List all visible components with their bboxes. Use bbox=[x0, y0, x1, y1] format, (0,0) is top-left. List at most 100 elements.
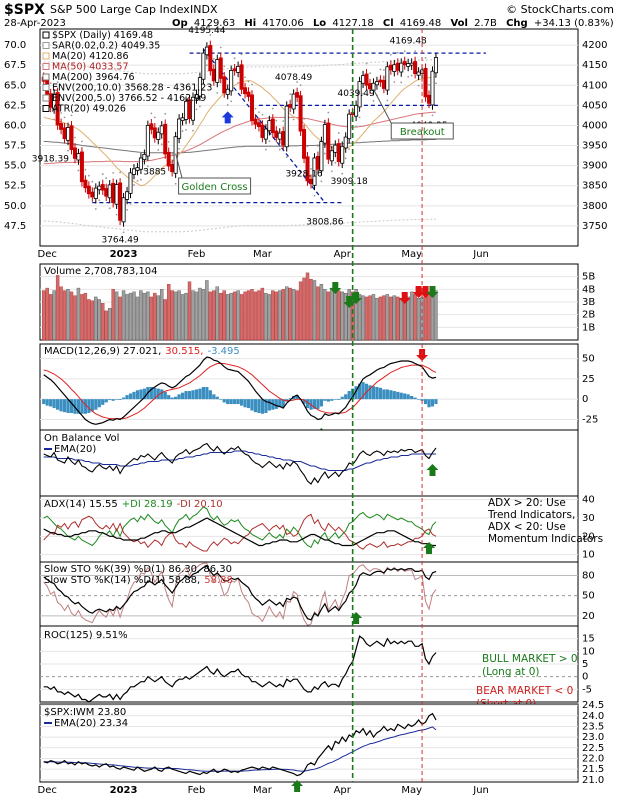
volume-bar bbox=[48, 294, 53, 341]
candle-body bbox=[354, 104, 359, 117]
candle-body bbox=[208, 45, 213, 72]
ratio-tick-label: 23.0 bbox=[582, 732, 604, 743]
adx-tick-label: 40 bbox=[582, 495, 595, 506]
macd-histogram-bar bbox=[66, 399, 70, 413]
obv-ema-legend: EMA(20) bbox=[54, 444, 96, 455]
adx-tick-label: 30 bbox=[582, 513, 595, 524]
volume-bar bbox=[94, 296, 98, 341]
sar-dot bbox=[136, 180, 139, 182]
volume-bar bbox=[166, 284, 171, 341]
volume-bar bbox=[239, 294, 244, 341]
candle-body bbox=[374, 81, 379, 86]
sar-dot bbox=[334, 161, 337, 164]
candle-body bbox=[236, 65, 241, 73]
atr-tick-label: 55.0 bbox=[4, 161, 26, 172]
macd-histogram-bar bbox=[267, 399, 271, 411]
volume-arrow-green bbox=[426, 286, 439, 298]
macd-legend-item: MACD(12,26,9) 27.021, bbox=[44, 346, 161, 357]
ratio-tick-label: 24.5 bbox=[582, 700, 604, 711]
candle-body bbox=[364, 73, 369, 86]
sar-dot bbox=[49, 82, 52, 85]
adx-arrow-green bbox=[423, 542, 436, 554]
ratio-ema-legend: EMA(20) 23.34 bbox=[54, 718, 128, 729]
candle-body bbox=[145, 125, 150, 157]
sar-dot bbox=[209, 34, 212, 36]
macd-histogram-bar bbox=[264, 399, 268, 413]
macd-histogram-bar bbox=[427, 399, 431, 408]
sar-dot bbox=[230, 100, 233, 103]
ratio-tick-label: 21.5 bbox=[582, 764, 604, 775]
volume-bar bbox=[288, 287, 292, 341]
volume-bar bbox=[396, 296, 400, 341]
macd-histogram-bar bbox=[326, 399, 330, 402]
candle-body bbox=[86, 185, 91, 195]
volume-bar bbox=[219, 292, 223, 341]
candle-body bbox=[142, 153, 147, 161]
vol-value: 2.7B bbox=[474, 18, 497, 29]
adx-legend-item: -DI 20.10 bbox=[177, 499, 223, 510]
candle-body bbox=[361, 75, 366, 84]
sar-dot bbox=[330, 170, 333, 173]
candle-body bbox=[388, 64, 393, 71]
ratio-legend: $SPX:IWM 23.80 bbox=[44, 707, 126, 718]
sar-dot bbox=[417, 84, 420, 87]
stoch-panel: 80 50 20 Slow STO %K(39) %D(1) 86.30, 86.30… bbox=[39, 561, 595, 627]
sar-dot bbox=[327, 111, 330, 114]
adx-note-line: Momentum Indicators bbox=[488, 533, 603, 545]
macd-histogram-bar bbox=[417, 399, 421, 400]
volume-bar bbox=[389, 296, 393, 341]
candle-body bbox=[416, 71, 421, 76]
volume-bar bbox=[337, 290, 341, 341]
sar-dot bbox=[115, 213, 118, 216]
volume-bar bbox=[312, 280, 317, 341]
macd-histogram-bar bbox=[76, 399, 81, 414]
sar-dot bbox=[323, 152, 326, 155]
sar-dot bbox=[143, 169, 146, 171]
macd-histogram-bar bbox=[292, 395, 296, 400]
sar-dot bbox=[126, 208, 128, 211]
x-axis-label: Mar bbox=[253, 785, 273, 796]
candle-body bbox=[308, 178, 313, 185]
macd-histogram-bar bbox=[180, 392, 185, 400]
candle-body bbox=[399, 62, 404, 73]
price-legend-label: SAR(0.02,0.2) 4049.35 bbox=[52, 41, 160, 52]
low-label: Lo bbox=[313, 18, 326, 29]
sar-dot bbox=[244, 76, 246, 79]
macd-histogram-bar bbox=[198, 388, 202, 400]
volume-bar bbox=[66, 289, 70, 341]
macd-histogram-bar bbox=[340, 396, 344, 400]
sar-dot bbox=[258, 111, 260, 114]
candle-body bbox=[409, 62, 414, 66]
sar-dot bbox=[431, 114, 434, 117]
sar-dot bbox=[264, 148, 267, 151]
volume-tick-label: 5B bbox=[582, 272, 595, 283]
macd-histogram-bar bbox=[410, 395, 414, 400]
macd-histogram-bar bbox=[187, 391, 192, 400]
atr-tick-label: 52.5 bbox=[4, 181, 26, 192]
volume-bar bbox=[139, 290, 143, 341]
candle-body bbox=[427, 94, 432, 104]
candle-body bbox=[291, 93, 296, 110]
macd-histogram-bar bbox=[278, 399, 282, 408]
obv-legend: On Balance Vol bbox=[44, 433, 119, 444]
candle-body bbox=[302, 129, 307, 159]
candle-body bbox=[347, 113, 352, 140]
x-axis-label: Dec bbox=[38, 249, 57, 260]
sar-dot bbox=[251, 83, 253, 86]
sar-dot bbox=[271, 107, 274, 110]
breakout-pointer bbox=[373, 89, 394, 128]
price-annotation: 3909.18 bbox=[331, 177, 368, 187]
breakout-label: Breakout bbox=[400, 127, 445, 138]
candle-body bbox=[76, 153, 81, 161]
macd-histogram-bar bbox=[236, 399, 240, 405]
macd-histogram-bar bbox=[323, 399, 327, 401]
price-panel: 4200 70.0 4150 67.5 4100 65.0 4050 62.5 4000 60.0… bbox=[4, 26, 607, 247]
candle-body bbox=[107, 184, 112, 199]
candle-body bbox=[104, 188, 109, 197]
volume-bar bbox=[354, 289, 358, 341]
macd-histogram-bar bbox=[302, 399, 306, 405]
golden-cross-pointer bbox=[175, 153, 184, 181]
candle-body bbox=[194, 94, 199, 100]
